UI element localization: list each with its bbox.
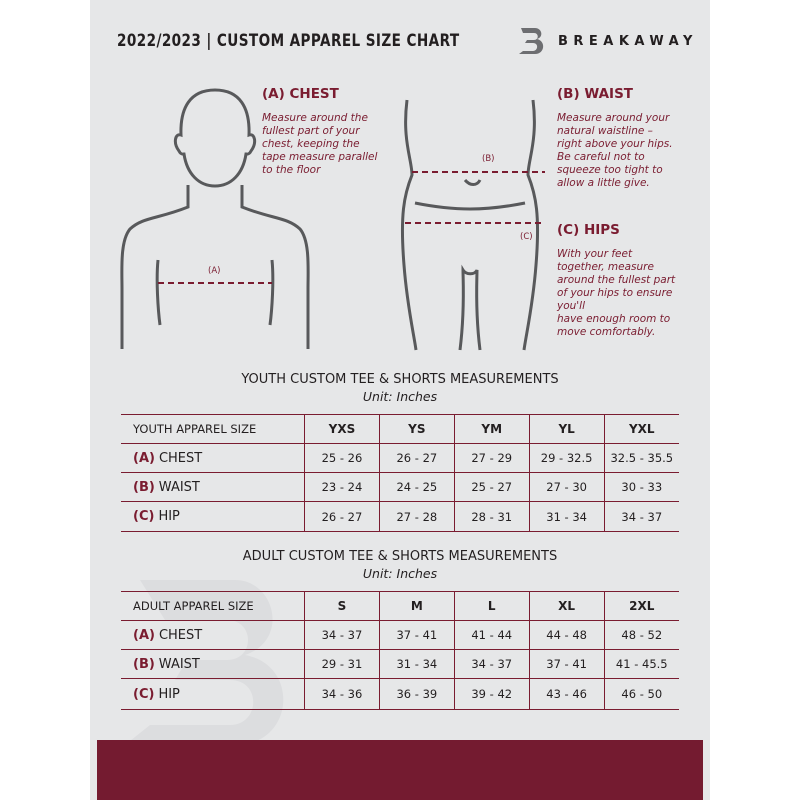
row-label: (B) WAIST — [121, 649, 305, 679]
cell: 44 - 48 — [528, 620, 605, 650]
cell: 27 - 30 — [528, 472, 605, 502]
cell: 48 - 52 — [603, 620, 679, 650]
cell: 29 - 31 — [304, 649, 380, 679]
cell: 26 - 27 — [378, 443, 455, 473]
cell: 37 - 41 — [378, 620, 455, 650]
table-row: (C) HIP 26 - 27 27 - 28 28 - 31 31 - 34 3… — [121, 501, 679, 532]
header-cell: YOUTH APPAREL SIZE — [121, 414, 305, 444]
adult-table-title: ADULT CUSTOM TEE & SHORTS MEASUREMENTS — [242, 549, 558, 564]
cell: 34 - 37 — [453, 649, 530, 679]
header-cell: YXS — [304, 414, 380, 444]
youth-table-title: YOUTH CUSTOM TEE & SHORTS MEASUREMENTS — [241, 372, 559, 387]
cell: 34 - 37 — [304, 620, 380, 650]
cell: 37 - 41 — [528, 649, 605, 679]
lower-body-illustration — [400, 99, 545, 351]
chest-marker: (A) — [208, 266, 221, 276]
cell: 25 - 26 — [304, 443, 380, 473]
cell: 34 - 37 — [603, 501, 679, 532]
cell: 24 - 25 — [378, 472, 455, 502]
cell: 32.5 - 35.5 — [603, 443, 679, 473]
cell: 27 - 28 — [378, 501, 455, 532]
cell: 36 - 39 — [378, 678, 455, 710]
table-header-row: YOUTH APPAREL SIZE YXS YS YM YL YXL — [121, 414, 679, 444]
youth-table-unit: Unit: Inches — [362, 389, 438, 404]
row-label: (B) WAIST — [121, 472, 305, 502]
waist-marker: (B) — [482, 154, 495, 164]
brand-name: BREAKAWAY — [558, 34, 698, 49]
breakaway-logo-icon — [519, 28, 544, 54]
header-cell: S — [304, 591, 380, 621]
cell: 23 - 24 — [304, 472, 380, 502]
cell: 25 - 27 — [453, 472, 530, 502]
header-cell: YL — [528, 414, 605, 444]
footer-bar — [97, 740, 703, 800]
header-cell: 2XL — [603, 591, 679, 621]
cell: 28 - 31 — [453, 501, 530, 532]
table-header-row: ADULT APPAREL SIZE S M L XL 2XL — [121, 591, 679, 621]
header-cell: YS — [378, 414, 455, 444]
youth-size-table: YOUTH APPAREL SIZE YXS YS YM YL YXL (A) C… — [121, 414, 679, 532]
row-label: (A) CHEST — [121, 443, 305, 473]
table-row: (B) WAIST 23 - 24 24 - 25 25 - 27 27 - 30… — [121, 472, 679, 502]
waist-description: Measure around your natural waistline – … — [557, 112, 673, 189]
row-label: (C) HIP — [121, 501, 305, 532]
table-row: (A) CHEST 25 - 26 26 - 27 27 - 29 29 - 32… — [121, 443, 679, 473]
cell: 34 - 36 — [304, 678, 380, 710]
header-cell: YXL — [603, 414, 679, 444]
header-cell: XL — [528, 591, 605, 621]
cell: 31 - 34 — [528, 501, 605, 532]
cell: 27 - 29 — [453, 443, 530, 473]
chest-description: Measure around the fullest part of your … — [262, 112, 378, 176]
cell: 26 - 27 — [304, 501, 380, 532]
header-cell: L — [453, 591, 530, 621]
header-cell: YM — [453, 414, 530, 444]
cell: 30 - 33 — [603, 472, 679, 502]
row-label: (A) CHEST — [121, 620, 305, 650]
header-cell: M — [378, 591, 455, 621]
hips-marker: (C) — [520, 232, 533, 242]
table-row: (C) HIP 34 - 36 36 - 39 39 - 42 43 - 46 4… — [121, 678, 679, 710]
size-chart-page: 2022/2023 | CUSTOM APPAREL SIZE CHART BR… — [90, 0, 710, 800]
adult-size-table: ADULT APPAREL SIZE S M L XL 2XL (A) CHEST… — [121, 591, 679, 710]
cell: 31 - 34 — [378, 649, 455, 679]
page-title: 2022/2023 | CUSTOM APPAREL SIZE CHART — [117, 31, 460, 51]
cell: 41 - 45.5 — [603, 649, 679, 679]
cell: 29 - 32.5 — [528, 443, 605, 473]
hips-description: With your feet together, measure around … — [557, 248, 676, 338]
cell: 46 - 50 — [603, 678, 679, 710]
waist-heading: (B) WAIST — [557, 86, 634, 102]
table-row: (B) WAIST 29 - 31 31 - 34 34 - 37 37 - 41… — [121, 649, 679, 679]
chest-heading: (A) CHEST — [262, 86, 339, 102]
hips-heading: (C) HIPS — [557, 222, 620, 238]
cell: 43 - 46 — [528, 678, 605, 710]
header-cell: ADULT APPAREL SIZE — [121, 591, 305, 621]
cell: 39 - 42 — [453, 678, 530, 710]
upper-body-illustration — [120, 88, 310, 349]
adult-table-unit: Unit: Inches — [362, 566, 438, 581]
row-label: (C) HIP — [121, 678, 305, 710]
cell: 41 - 44 — [453, 620, 530, 650]
table-row: (A) CHEST 34 - 37 37 - 41 41 - 44 44 - 48… — [121, 620, 679, 650]
